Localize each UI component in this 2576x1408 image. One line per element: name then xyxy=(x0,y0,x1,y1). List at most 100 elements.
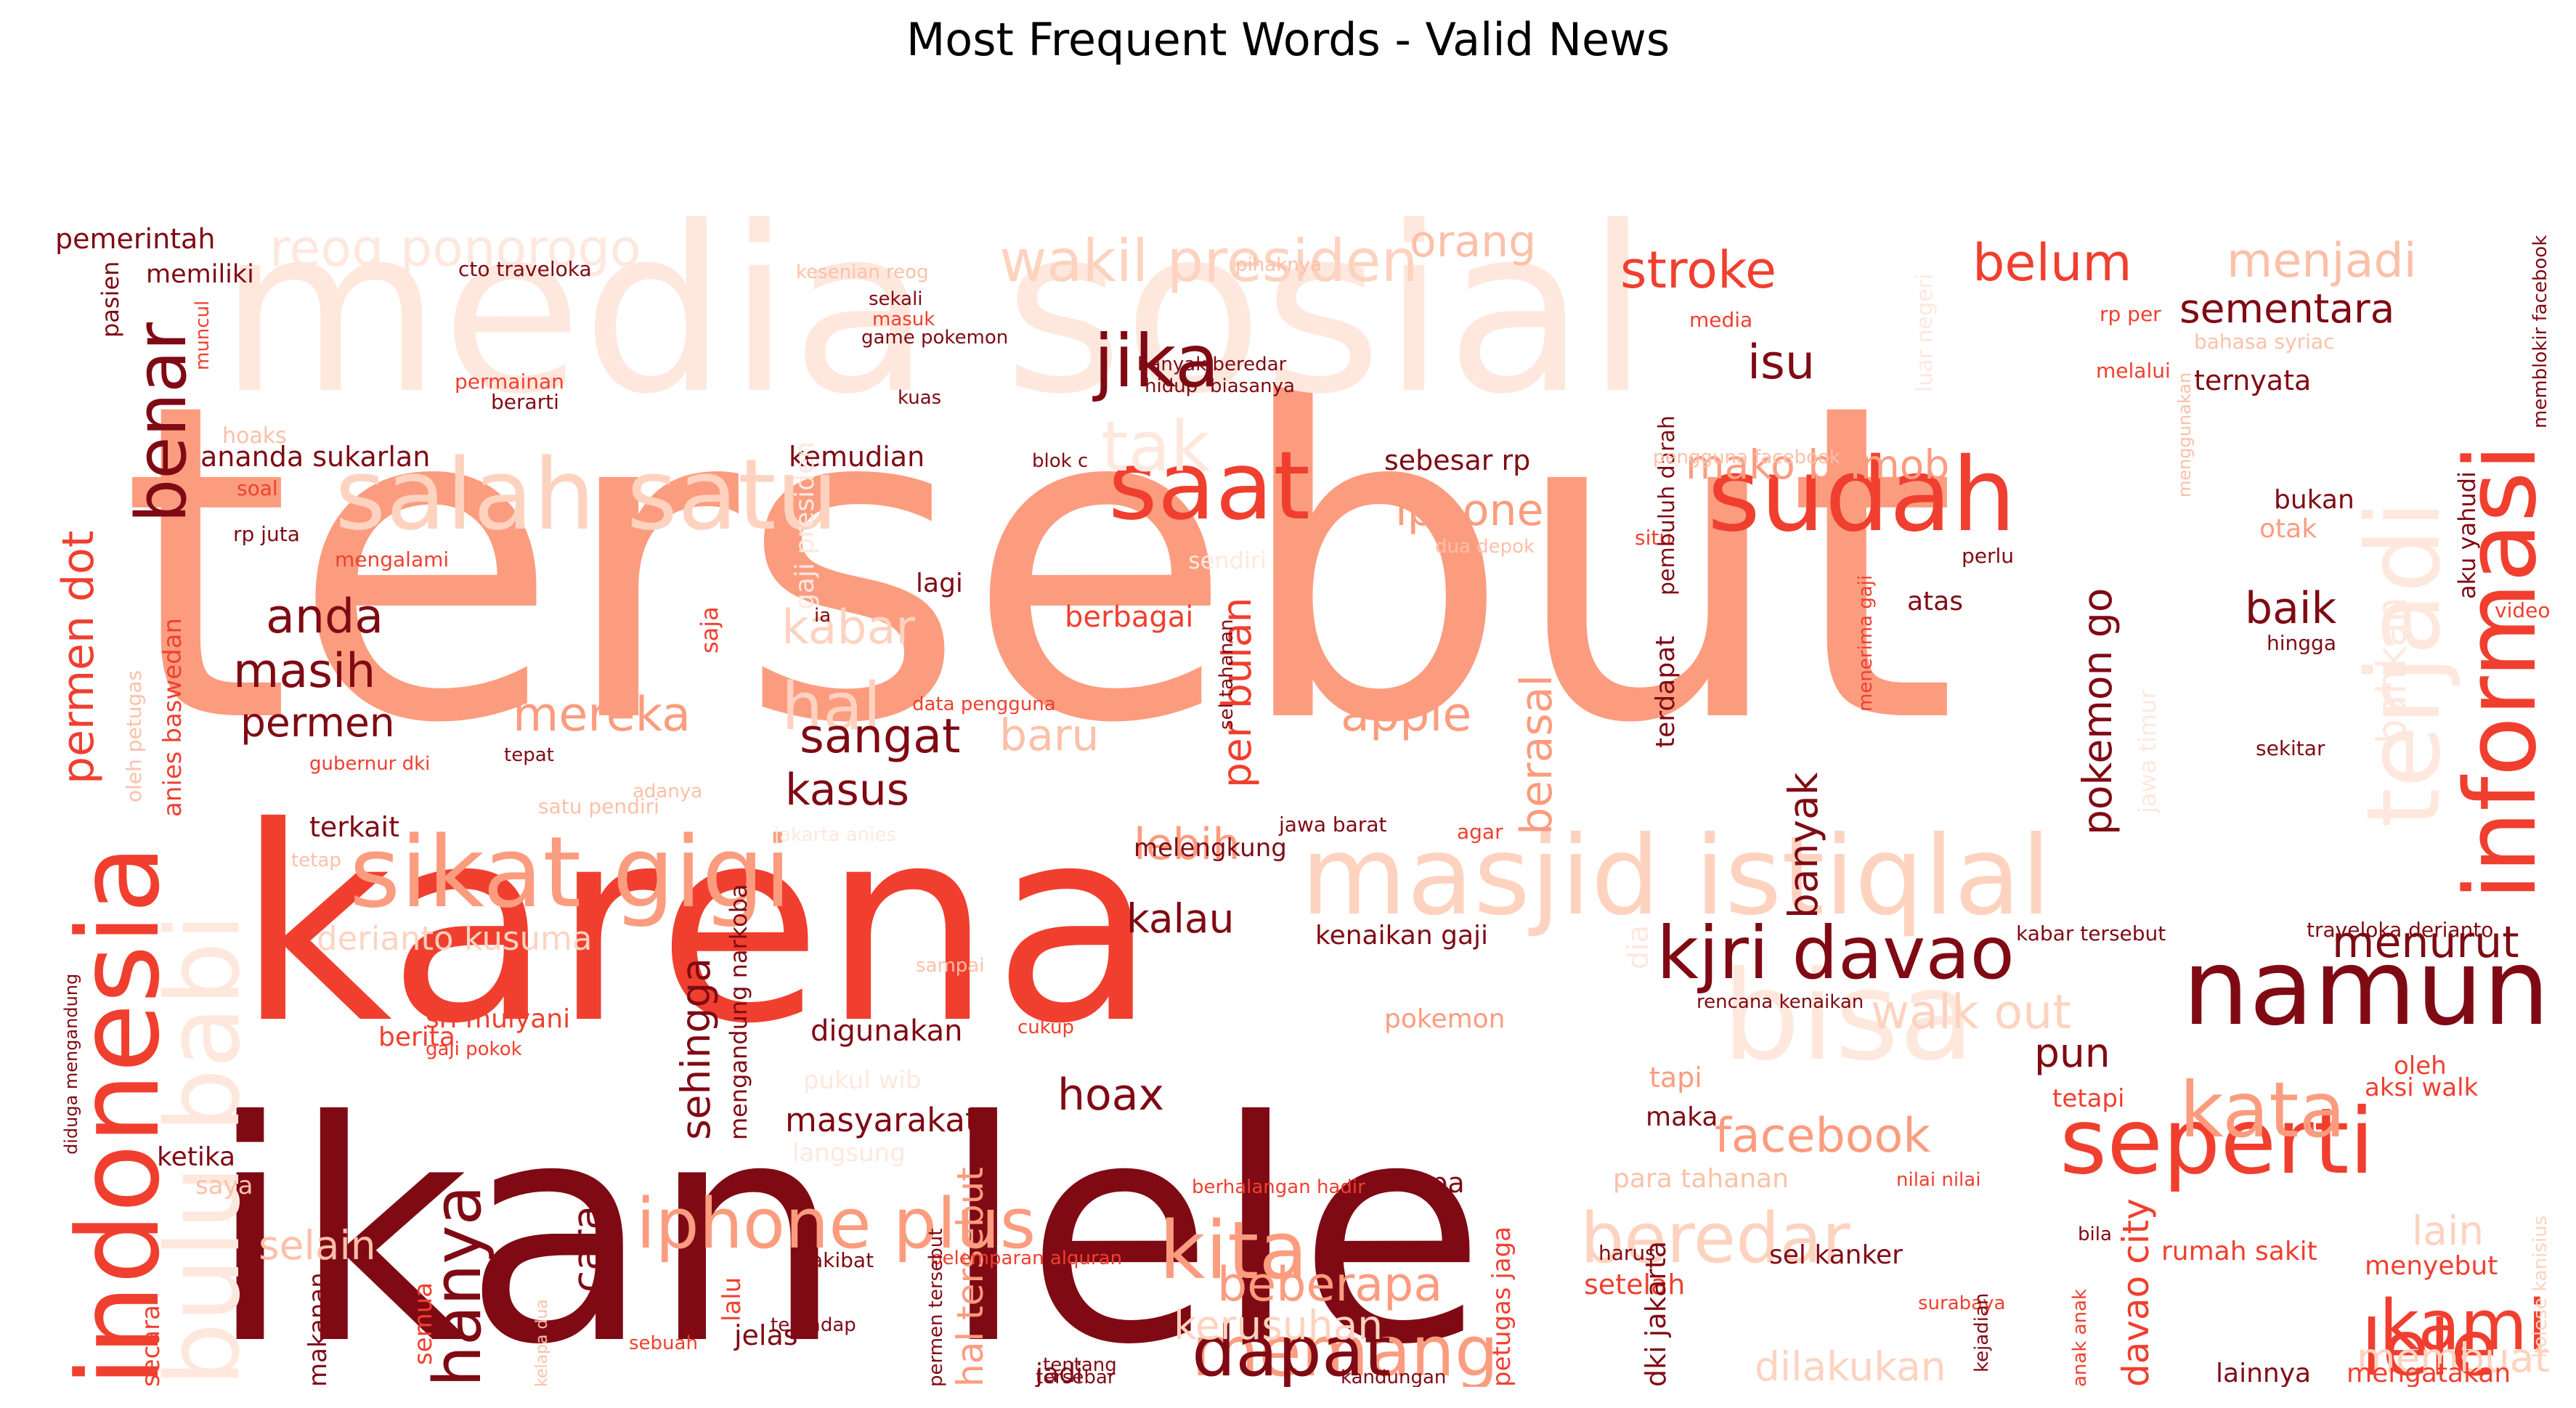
word-beredar: beredar xyxy=(1580,1198,1850,1279)
word-rumah-sakit: rumah sakit xyxy=(2161,1236,2317,1266)
word-ternyata: ternyata xyxy=(2194,365,2312,397)
word-terhadap: terhadap xyxy=(771,1314,856,1336)
word-pokemon: pokemon xyxy=(1384,1004,1506,1034)
word-seperti: seperti xyxy=(2060,1089,2375,1195)
word-kuas: kuas xyxy=(898,386,942,409)
word-kenaikan-gaji: kenaikan gaji xyxy=(1315,920,1489,951)
word-apple: apple xyxy=(1341,688,1472,743)
word-davao-city: davao city xyxy=(2115,1198,2157,1387)
word-masih: masih xyxy=(233,644,376,699)
word-sendiri: sendiri xyxy=(1188,547,1267,575)
word-tapi: tapi xyxy=(1649,1062,1702,1094)
word-surabaya: surabaya xyxy=(1918,1292,2006,1314)
word-isu: isu xyxy=(1747,335,1816,391)
word-karena: karena xyxy=(237,770,1158,1083)
word-sel-tahanan: sel tahanan xyxy=(1216,619,1238,730)
word-tentang: tentang xyxy=(1043,1354,1117,1376)
word-membuat: membuat xyxy=(2357,1335,2550,1382)
word-blok-c: blok c xyxy=(1032,449,1089,472)
word-berbagai: berbagai xyxy=(1065,601,1194,635)
word-lebih: lebih xyxy=(1134,818,1240,870)
word-sangat: sangat xyxy=(800,709,961,765)
word-mengatakan: mengatakan xyxy=(2347,1359,2511,1387)
word-situ: situ xyxy=(1635,525,1673,550)
word-petugas-jaga: petugas jaga xyxy=(1487,1226,1516,1387)
word-iphone-plus: iphone plus xyxy=(636,1184,1036,1264)
word-facebook: facebook xyxy=(1715,1109,1930,1164)
word-pun: pun xyxy=(2034,1030,2110,1077)
word-lele: lele xyxy=(2361,1304,2498,1387)
word-lain: lain xyxy=(2412,1208,2484,1255)
word-saja: saja xyxy=(696,606,723,654)
word-bisa: bisa xyxy=(1722,944,1975,1088)
word-menjadi: menjadi xyxy=(2227,234,2417,289)
word-lainnya: lainnya xyxy=(2216,1359,2312,1387)
word-sebuah: sebuah xyxy=(629,1332,698,1354)
word-pembuluh-darah: pembuluh darah xyxy=(1654,415,1680,595)
word-oleh: oleh xyxy=(2394,1051,2447,1081)
word-wakil-presiden: wakil presiden xyxy=(999,227,1418,296)
word-perlu: perlu xyxy=(1962,543,2015,568)
word-tersebut: tersebut xyxy=(121,311,1958,818)
word-memiliki: memiliki xyxy=(146,259,254,289)
word-bahasa-syriac: bahasa syriac xyxy=(2194,329,2335,354)
word-secara: secara xyxy=(137,1305,166,1387)
word-ananda-sukarlan: ananda sukarlan xyxy=(200,441,431,473)
word-walk-out: walk out xyxy=(1871,985,2071,1041)
word-jawa-timur: jawa timur xyxy=(2134,689,2161,814)
word-kalau: kalau xyxy=(1126,895,1235,943)
word-sekitar: sekitar xyxy=(2256,736,2325,760)
word-terkait: terkait xyxy=(309,811,399,844)
word-tersebar: tersebar xyxy=(1036,1367,1116,1387)
word-kjri-davao: kjri davao xyxy=(1657,911,2015,996)
word-dia: dia xyxy=(1622,924,1655,969)
word-makanan: makanan xyxy=(304,1272,333,1387)
word-mengandung-narkoba: mengandung narkoba xyxy=(725,884,752,1140)
word-kemudian: kemudian xyxy=(789,441,925,473)
word-kolese-kanisius: kolese kanisius xyxy=(2530,1215,2550,1358)
word-kerusuhan: kerusuhan xyxy=(1174,1302,1384,1349)
word-agar: agar xyxy=(1457,819,1503,844)
word-permen-tersebut: permen tersebut xyxy=(925,1228,947,1387)
word-rp-juta: rp juta xyxy=(233,521,300,546)
word-game-pokemon: game pokemon xyxy=(861,326,1009,349)
word-mengalami: mengalami xyxy=(335,547,450,571)
word-anak-anak: anak anak xyxy=(2069,1288,2091,1387)
word-namun: namun xyxy=(2182,926,2550,1049)
word-hoax: hoax xyxy=(1057,1069,1165,1120)
word-sementara: sementara xyxy=(2179,285,2395,333)
word-baik: baik xyxy=(2245,582,2337,634)
word-jawa-barat: jawa barat xyxy=(1279,812,1387,837)
word-tetap: tetap xyxy=(291,849,341,871)
word-pokemon-go: pokemon go xyxy=(2074,587,2121,835)
word-kabar: kabar xyxy=(781,601,916,656)
word-langsung: langsung xyxy=(792,1138,906,1168)
word-menyebut: menyebut xyxy=(2365,1250,2498,1281)
word-sudah: sudah xyxy=(1707,436,2017,556)
word-luar-negeri: luar negeri xyxy=(1912,273,1938,392)
word-digunakan: digunakan xyxy=(810,1014,963,1049)
word-anda: anda xyxy=(266,590,384,645)
word-kejadian: kejadian xyxy=(1971,1293,1993,1372)
word-permainan: permainan xyxy=(455,369,564,394)
word-biasanya: biasanya xyxy=(1210,375,1295,397)
word-baru: baru xyxy=(999,709,1100,761)
word-data-pengguna: data pengguna xyxy=(912,693,1056,715)
word-permen-dot: permen dot xyxy=(53,530,104,784)
word-kesenian-reog: kesenian reog xyxy=(796,261,929,283)
word-hal-tersebut: hal tersebut xyxy=(949,1167,991,1387)
word-cara: cara xyxy=(564,1205,610,1293)
word-benar: benar xyxy=(122,322,202,523)
word-iphone: iphone xyxy=(1395,484,1544,536)
word-hoaks: hoaks xyxy=(222,423,287,449)
word-gubernur-dki: gubernur dki xyxy=(309,752,431,775)
word-pukul-wib: pukul wib xyxy=(803,1065,922,1095)
word-masyarakat: masyarakat xyxy=(785,1100,978,1139)
word-gaji-pokok: gaji pokok xyxy=(426,1038,522,1060)
word-sel-kanker: sel kanker xyxy=(1769,1240,1903,1270)
word-tak: tak xyxy=(1101,407,1211,487)
word-dua-depok: dua depok xyxy=(1435,535,1535,558)
word-atas: atas xyxy=(1907,586,1963,616)
word-selain: selain xyxy=(259,1222,376,1269)
word-hal: hal xyxy=(781,669,882,746)
